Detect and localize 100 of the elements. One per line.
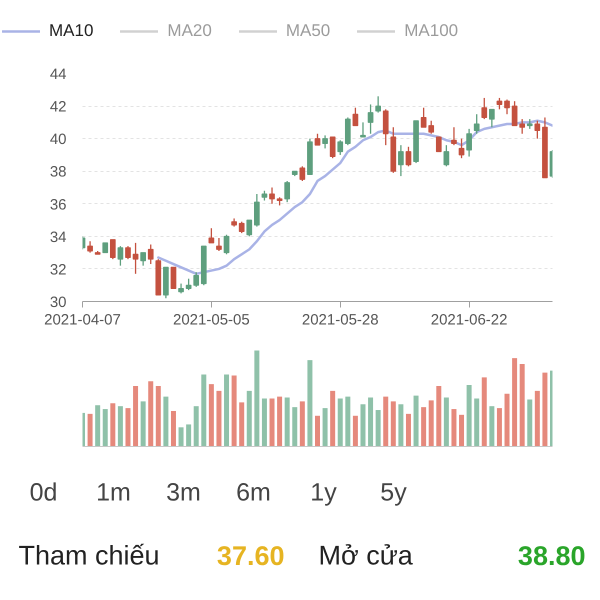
y-tick-label: 42 [50, 98, 67, 116]
text: 0d [30, 478, 58, 506]
text: 3m [166, 478, 201, 506]
candlestick [526, 118, 533, 130]
candlestick [224, 234, 230, 255]
bar [148, 381, 154, 446]
bar [156, 386, 161, 446]
x-tick-label: 2021-05-28 [302, 312, 379, 328]
candlestick [269, 186, 275, 204]
bar [110, 403, 116, 446]
bar [376, 410, 381, 446]
bar [345, 396, 350, 446]
candlestick [368, 104, 374, 134]
bar [300, 401, 305, 446]
candlestick [110, 238, 116, 260]
y-tick-label: 38 [50, 164, 67, 181]
candlestick [284, 180, 290, 203]
candlestick [87, 240, 93, 254]
bar [315, 416, 320, 446]
legend-label: MA20 [167, 21, 212, 41]
bar [542, 372, 548, 446]
candlestick [208, 228, 214, 244]
bar [527, 399, 532, 446]
candlestick [466, 128, 472, 158]
bar [504, 394, 510, 446]
bar [140, 401, 146, 446]
bar [482, 377, 487, 446]
candlestick [406, 146, 412, 167]
candlestick [246, 219, 252, 238]
bar [254, 350, 260, 446]
bar [133, 386, 138, 446]
x-tick-label: 2021-04-07 [44, 312, 121, 328]
bar [428, 400, 434, 446]
y-tick-label: 32 [50, 261, 67, 278]
candlestick [444, 144, 450, 167]
text: Mở cửa [318, 540, 414, 570]
bar [496, 408, 502, 446]
bar [194, 406, 199, 446]
bar [102, 409, 108, 446]
bar [444, 398, 449, 446]
text: 1m [96, 478, 131, 506]
candlestick [474, 114, 480, 134]
bar [414, 396, 419, 446]
bar [216, 390, 222, 446]
candlestick [262, 190, 268, 202]
candlestick [140, 252, 146, 266]
candlestick [360, 122, 366, 138]
y-tick-label: 36 [50, 196, 67, 214]
candlestick [428, 120, 434, 134]
bar [451, 409, 456, 446]
bar [277, 396, 282, 446]
bar [322, 408, 328, 446]
x-tick-label: 2021-05-05 [173, 312, 250, 328]
bar [186, 424, 192, 446]
candlestick [193, 272, 200, 288]
y-tick-label: 30 [50, 294, 67, 311]
candlestick [299, 166, 306, 182]
bar [262, 398, 267, 446]
bar [201, 374, 206, 446]
candlestick [436, 136, 442, 152]
bar [368, 398, 374, 446]
candlestick [170, 266, 176, 289]
bar [421, 407, 426, 446]
bar [406, 414, 411, 446]
legend-label: MA50 [286, 21, 330, 41]
legend-label: MA100 [404, 21, 458, 41]
bar [360, 404, 366, 446]
candlestick [118, 245, 124, 266]
bar [398, 404, 404, 446]
bar [474, 398, 480, 446]
candlestick [254, 193, 260, 228]
bar [208, 384, 214, 446]
bar [178, 427, 184, 446]
text: 6m [236, 478, 271, 506]
candlestick [330, 136, 336, 159]
candlestick [216, 237, 222, 252]
bar [224, 374, 230, 446]
bar [459, 414, 464, 446]
candlestick [102, 242, 108, 254]
text: 37.60 [216, 541, 285, 571]
bar [330, 390, 336, 446]
bar [95, 405, 100, 446]
candlestick [314, 133, 320, 146]
x-tick-label: 2021-06-22 [430, 312, 508, 328]
bar [284, 398, 290, 446]
bar [512, 358, 518, 446]
candlestick [451, 126, 457, 146]
bar [307, 360, 312, 446]
candlestick [352, 107, 358, 126]
legend-label: MA10 [49, 21, 94, 41]
candlestick [322, 134, 328, 150]
y-tick-label: 34 [50, 228, 67, 246]
bar [390, 401, 396, 446]
y-tick-label: 44 [50, 66, 67, 83]
candlestick [489, 108, 495, 128]
bar [232, 375, 237, 446]
candlestick [375, 96, 381, 114]
candlestick [519, 118, 526, 134]
bar [125, 408, 130, 446]
candlestick [420, 107, 426, 128]
